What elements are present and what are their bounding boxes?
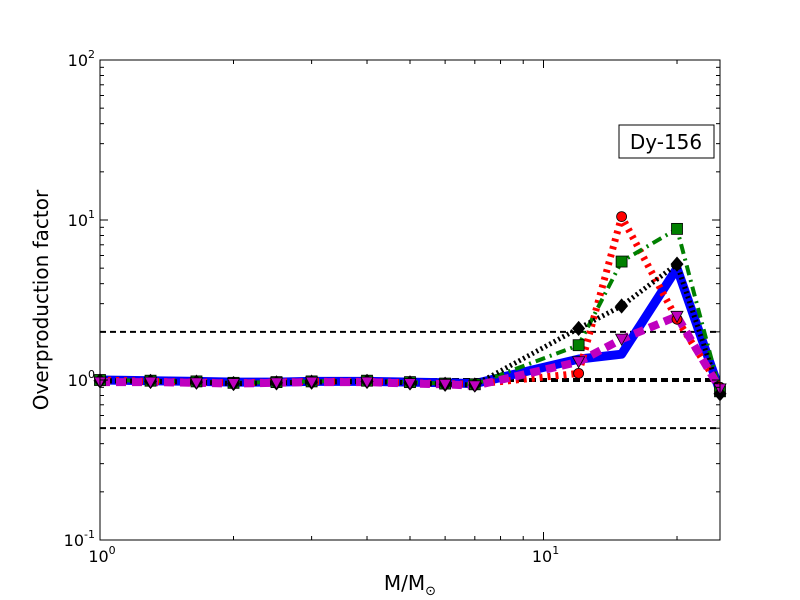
series-2-point <box>572 320 586 337</box>
series-1-point <box>572 339 585 352</box>
series-0-point <box>573 367 585 379</box>
series-4-point <box>189 377 204 390</box>
series-4-point <box>143 376 158 389</box>
y-axis-title: Overproduction factor <box>29 189 53 410</box>
x-axis-title: M/M⊙ <box>384 571 436 599</box>
y-tick-label: 100 <box>68 368 95 390</box>
series-4-point <box>304 376 319 389</box>
x-tick-label: 101 <box>532 544 559 566</box>
x-axis-title-text: M/M <box>384 571 425 595</box>
series-4-point <box>670 310 684 324</box>
x-axis-title-subscript: ⊙ <box>425 584 436 599</box>
series-1-point <box>671 222 683 235</box>
series-4-point <box>360 376 374 389</box>
y-tick-label: 10-1 <box>64 528 95 550</box>
series-4-point <box>614 333 629 346</box>
series-4-point <box>403 378 417 391</box>
y-tick-label: 102 <box>68 48 95 70</box>
plot-background <box>100 60 720 540</box>
series-line-4 <box>100 312 720 391</box>
series-4-point <box>438 378 452 392</box>
series-1-point <box>615 255 628 268</box>
series-2-point <box>670 256 684 272</box>
series-4-point <box>226 378 241 391</box>
series-4-point <box>468 380 482 393</box>
annotation-box: Dy-156 <box>618 124 715 159</box>
series-4-point <box>571 356 586 369</box>
series-2-point <box>615 298 629 314</box>
x-tick-label: 100 <box>88 544 115 566</box>
series-4-point <box>269 377 284 390</box>
series-0-point <box>616 211 628 223</box>
annotation-label: Dy-156 <box>630 130 702 154</box>
y-tick-label: 101 <box>68 208 95 230</box>
